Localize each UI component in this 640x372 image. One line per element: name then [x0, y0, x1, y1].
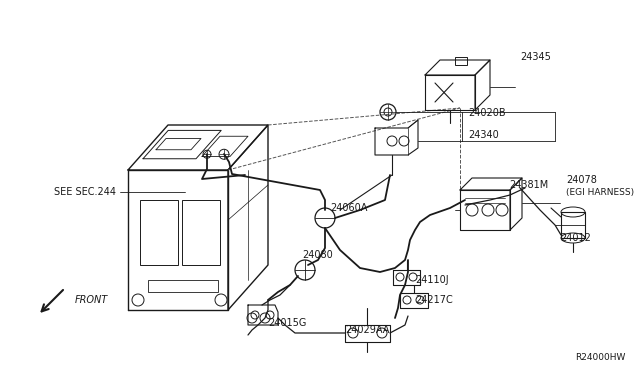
Text: 24217C: 24217C: [415, 295, 452, 305]
Text: 24015G: 24015G: [268, 318, 307, 328]
Text: 24080: 24080: [302, 250, 333, 260]
Bar: [182, 200, 220, 265]
Text: FRONT: FRONT: [75, 295, 108, 305]
Text: 24381M: 24381M: [509, 180, 548, 190]
Text: SEE SEC.244: SEE SEC.244: [54, 187, 116, 197]
Bar: [455, 57, 467, 65]
Text: 24340: 24340: [468, 130, 499, 140]
Bar: [148, 280, 218, 292]
Text: 24029AA: 24029AA: [345, 325, 389, 335]
Text: 24345: 24345: [520, 52, 551, 62]
Bar: [140, 200, 178, 265]
Text: (EGI HARNESS): (EGI HARNESS): [566, 187, 634, 196]
Text: 24110J: 24110J: [415, 275, 449, 285]
Text: R24000HW: R24000HW: [575, 353, 625, 362]
Text: 24078: 24078: [566, 175, 597, 185]
Text: 24012: 24012: [560, 233, 591, 243]
Text: 24020B: 24020B: [468, 108, 506, 118]
Text: 24060A: 24060A: [330, 203, 367, 213]
